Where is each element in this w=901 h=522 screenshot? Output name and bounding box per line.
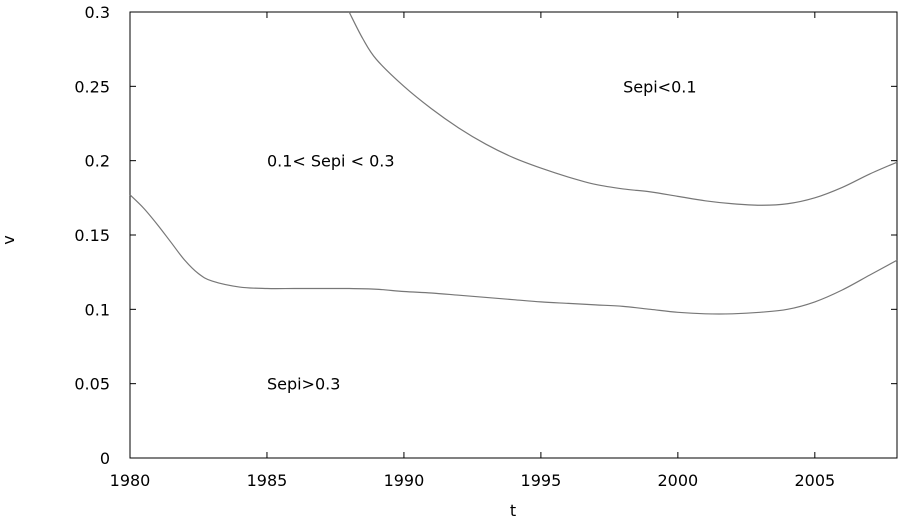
y-tick-label: 0.1: [85, 300, 110, 319]
y-tick-label: 0: [100, 449, 110, 468]
y-axis: 0 0.05 0.1 0.15 0.2 0.25 0.3: [74, 3, 897, 468]
y-tick-label: 0.3: [85, 3, 110, 22]
y-tick-label: 0.15: [74, 226, 110, 245]
region-label-3: Sepi>0.3: [267, 375, 340, 394]
region-label-2: 0.1< Sepi < 0.3: [267, 152, 395, 171]
x-axis: 1980 1985 1990 1995 2000 2005: [110, 12, 835, 490]
x-tick-label: 2005: [794, 471, 835, 490]
region-label-1: Sepi<0.1: [623, 77, 696, 96]
x-tick-label: 1985: [247, 471, 288, 490]
plot-frame: [129, 11, 898, 459]
series-line-2: [129, 194, 898, 315]
x-tick-label: 2000: [657, 471, 698, 490]
series-layer: [129, 11, 898, 315]
x-tick-label: 1995: [521, 471, 562, 490]
y-tick-label: 0.05: [74, 375, 110, 394]
annotation-layer: Sepi<0.1 0.1< Sepi < 0.3 Sepi>0.3: [267, 77, 697, 393]
x-axis-label: t: [510, 501, 516, 520]
series-line-1: [348, 11, 898, 206]
y-tick-label: 0.25: [74, 77, 110, 96]
y-tick-label: 0.2: [85, 152, 110, 171]
y-axis-label: v: [0, 235, 18, 244]
x-tick-label: 1980: [110, 471, 151, 490]
x-tick-label: 1990: [384, 471, 425, 490]
